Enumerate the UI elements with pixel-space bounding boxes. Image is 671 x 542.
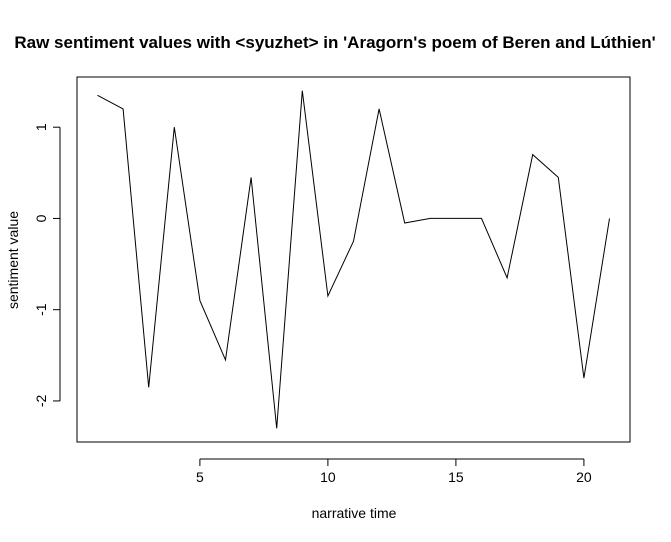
x-tick-label: 20 xyxy=(576,469,592,485)
y-tick-label: -2 xyxy=(33,395,49,408)
y-axis-label: sentiment value xyxy=(5,211,21,309)
x-tick-label: 5 xyxy=(196,469,204,485)
x-tick-label: 10 xyxy=(320,469,336,485)
chart-title: Raw sentiment values with <syuzhet> in '… xyxy=(14,33,655,52)
x-tick-label: 15 xyxy=(448,469,464,485)
y-tick-label: -1 xyxy=(33,303,49,316)
plot-frame xyxy=(76,76,631,443)
y-axis: -2 -1 0 1 xyxy=(33,123,61,408)
sentiment-series-line xyxy=(97,90,610,429)
y-tick-label: 1 xyxy=(33,123,49,131)
y-tick-label: 0 xyxy=(33,214,49,222)
x-axis-label: narrative time xyxy=(312,505,397,521)
series-layer xyxy=(97,90,610,429)
x-axis: 5 10 15 20 xyxy=(196,458,592,485)
